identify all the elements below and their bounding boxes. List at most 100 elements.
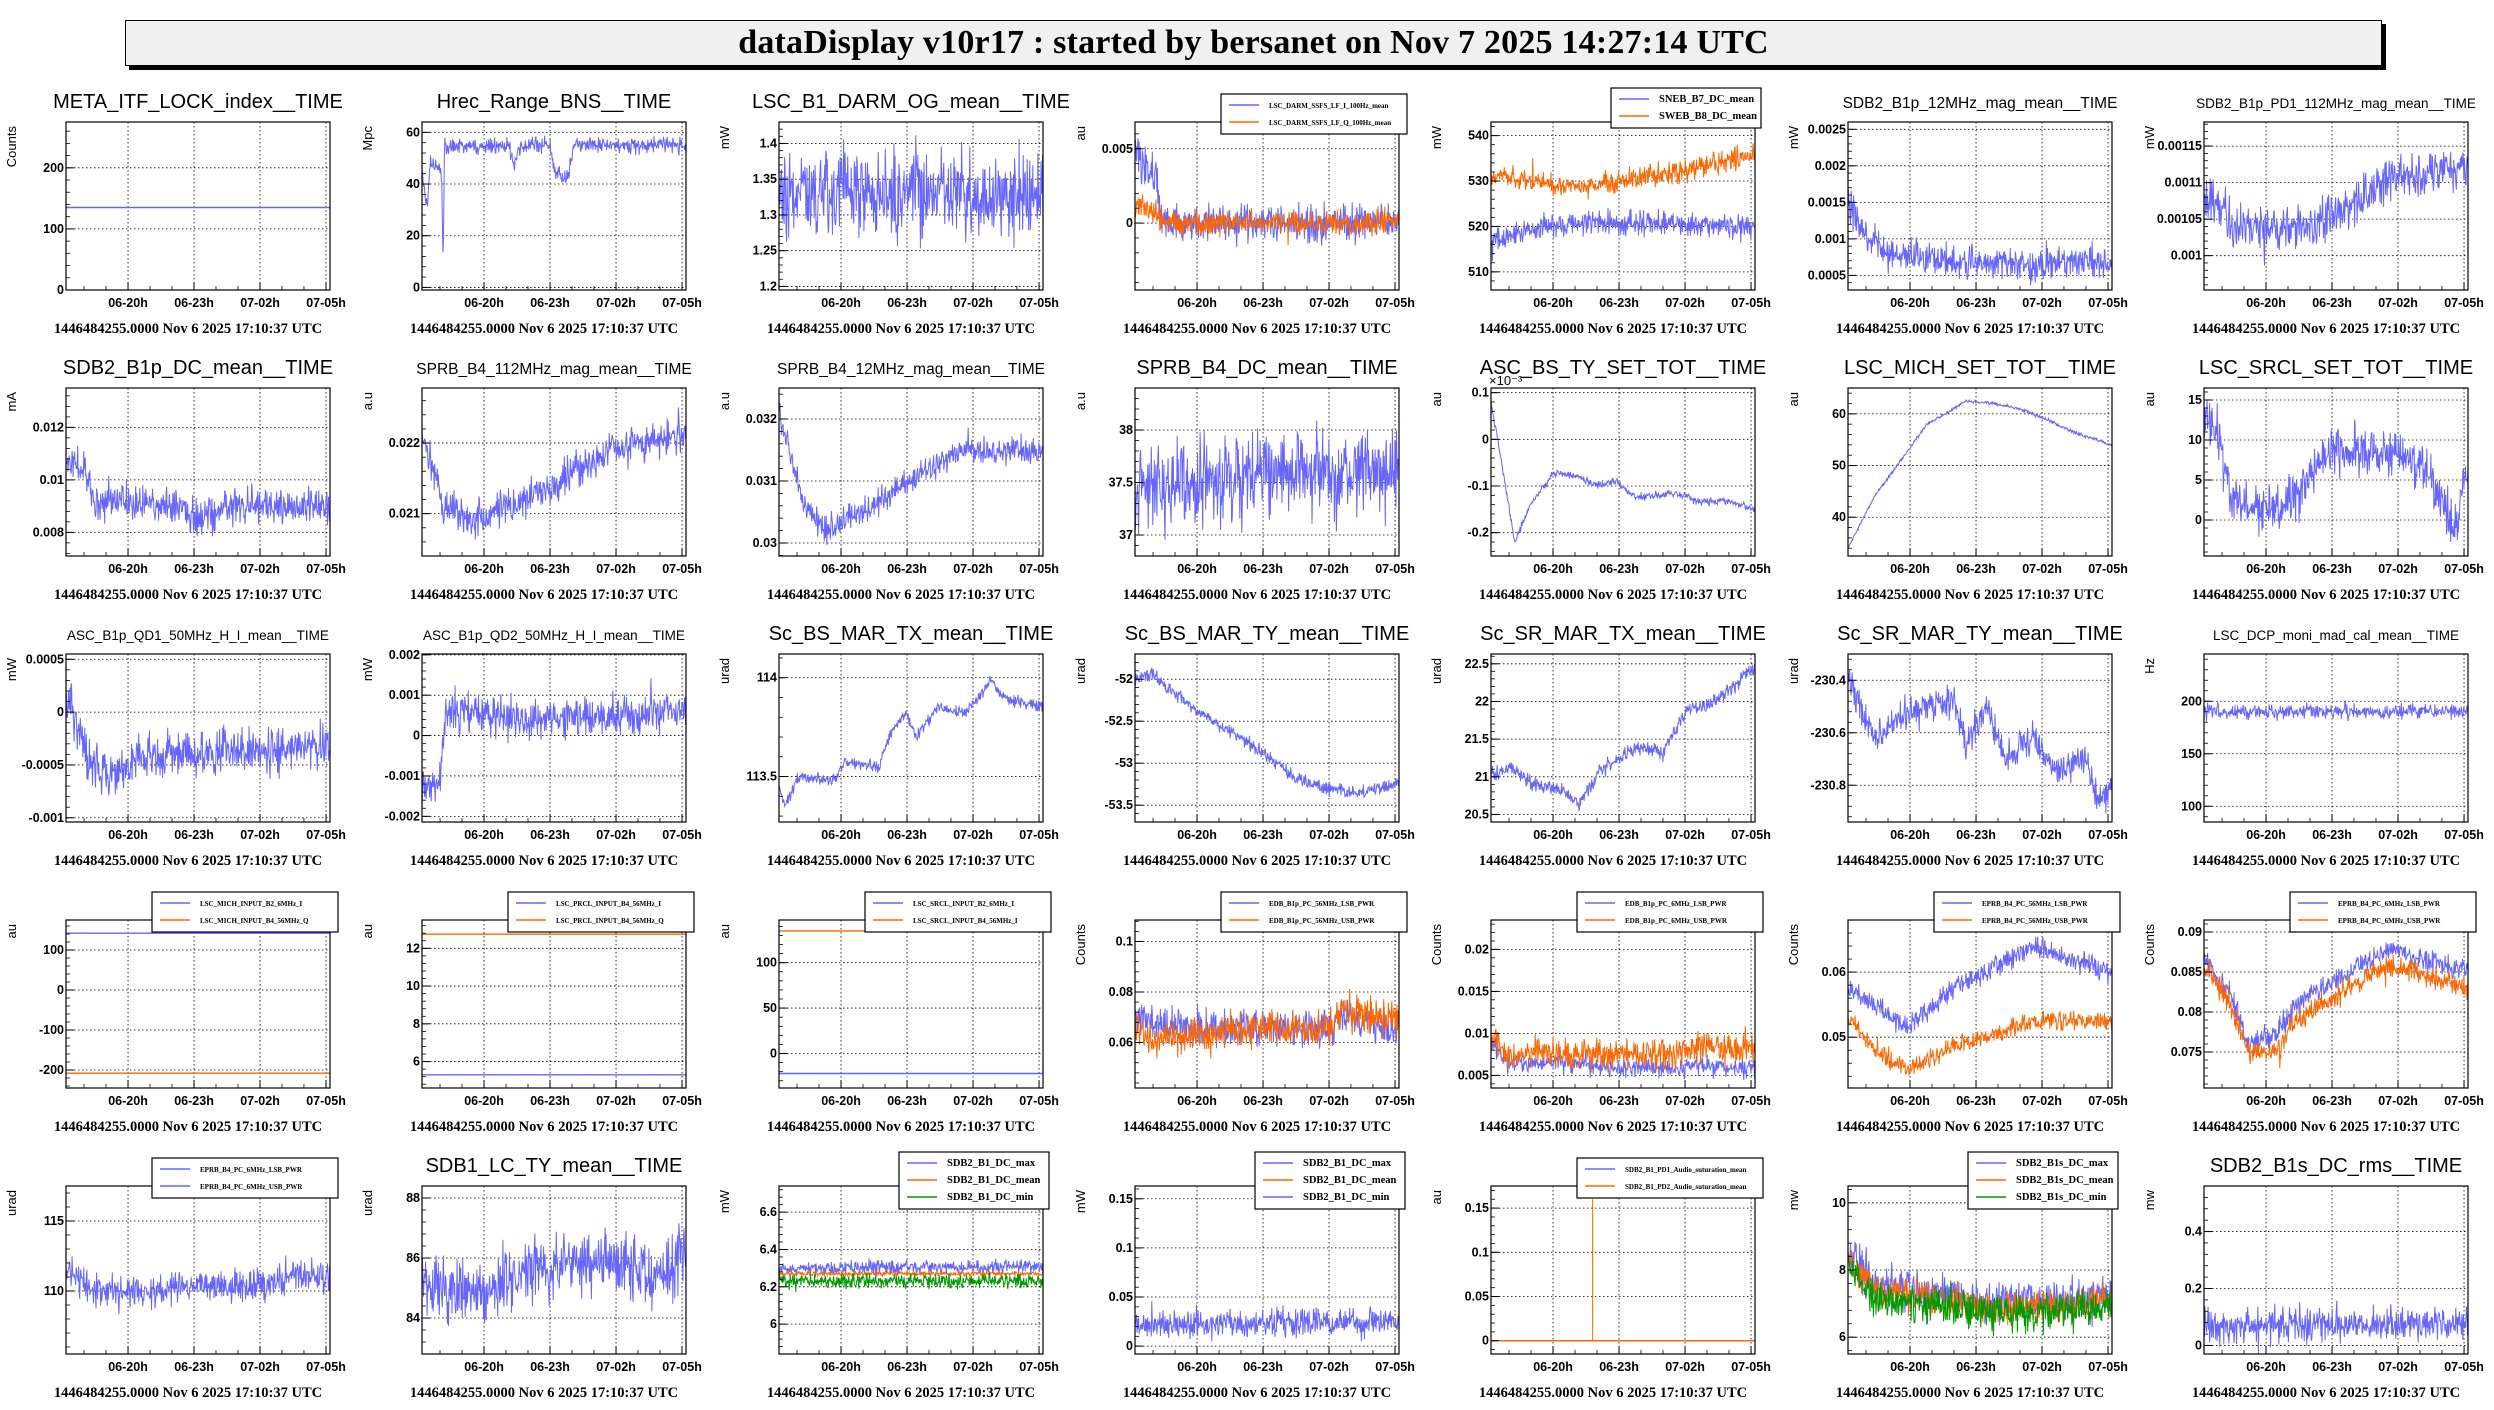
plot-frame <box>2203 1185 2469 1355</box>
x-tick-label: 06-23h <box>1599 1360 1639 1374</box>
x-tick-label: 06-23h <box>1243 1094 1283 1108</box>
plot-panel: SPRB_B4_DC_mean__TIME 37 37.5 38 06-20h 06-23… <box>1069 346 1425 612</box>
y-tick-label: 0.03 <box>752 536 776 550</box>
x-tick-label: 07-02h <box>953 1360 993 1374</box>
series-line <box>1847 1254 2112 1337</box>
x-tick-label: 06-23h <box>174 1094 214 1108</box>
y-tick-label: 0.00105 <box>2157 212 2202 226</box>
x-tick-label: 06-23h <box>174 296 214 310</box>
chart-svg: SDB1_LC_TY_mean__TIME 84 86 88 06-20h 06-23h 0… <box>360 1155 702 1401</box>
x-tick-label: 06-20h <box>108 1360 148 1374</box>
y-tick-label: 21 <box>1475 770 1489 784</box>
legend-label: EPRB_B4_PC_6MHz_LSB_PWR <box>2338 900 2441 908</box>
legend-label: SNEB_B7_DC_mean <box>1659 94 1754 105</box>
x-tick-label: 06-23h <box>1956 1094 1996 1108</box>
plot-frame <box>1134 1185 1400 1355</box>
chart-svg: 0 0.005 06-20h 06-23h 07-02h 07-05h au 14464842… <box>1073 93 1415 337</box>
plot-frame <box>1490 387 1756 557</box>
y-tick-label: 100 <box>43 222 64 236</box>
chart-svg: Sc_SR_MAR_TX_mean__TIME 20.5 21 21.5 22 22.5 0… <box>1429 623 1771 869</box>
chart-svg: LSC_DCP_moni_mad_cal_mean__TIME 100 150 200… <box>2142 628 2484 869</box>
x-tick-label: 06-23h <box>2312 562 2352 576</box>
x-tick-label: 06-20h <box>1177 296 1217 310</box>
y-axis-label: mA <box>4 392 19 412</box>
x-tick-label: 07-02h <box>953 296 993 310</box>
plot-panel: LSC_DCP_moni_mad_cal_mean__TIME 100 150 200… <box>2138 612 2494 878</box>
x-tick-label: 07-02h <box>1309 1360 1349 1374</box>
plot-frame <box>421 121 687 291</box>
legend-box <box>1220 891 1408 933</box>
legend-label: LSC_MICH_INPUT_B2_6MHz_I <box>200 900 303 908</box>
x-tick-label: 07-02h <box>597 296 637 310</box>
y-tick-label: 15 <box>2188 393 2202 407</box>
plot-footer: 1446484255.0000 Nov 6 2025 17:10:37 UTC <box>2192 1385 2460 1401</box>
x-tick-label: 07-02h <box>240 828 280 842</box>
legend-label: SDB2_B1s_DC_max <box>2016 1158 2109 1169</box>
y-tick-label: 0.15 <box>1109 1192 1133 1206</box>
chart-svg: 110 115 06-20h 06-23h 07-02h 07-05h urad 144648… <box>4 1157 346 1401</box>
plot-panel: 0.05 0.06 06-20h 06-23h 07-02h 07-05h Counts 14… <box>1782 878 2138 1144</box>
y-axis-label: mW <box>717 1189 732 1213</box>
plot-footer: 1446484255.0000 Nov 6 2025 17:10:37 UTC <box>1123 853 1391 869</box>
y-axis-label: mw <box>2142 1189 2157 1210</box>
y-tick-label: 37.5 <box>1109 476 1133 490</box>
plot-panel: 0.06 0.08 0.1 06-20h 06-23h 07-02h 07-05h Count… <box>1069 878 1425 1144</box>
y-tick-label: 0 <box>1126 216 1133 230</box>
series-line <box>1847 936 2112 1034</box>
plot-footer: 1446484255.0000 Nov 6 2025 17:10:37 UTC <box>766 853 1034 869</box>
x-tick-label: 06-20h <box>465 562 505 576</box>
y-tick-label: 0.0005 <box>26 652 64 666</box>
x-tick-label: 07-05h <box>2444 296 2484 310</box>
y-tick-label: 0 <box>1126 1339 1133 1353</box>
plot-footer: 1446484255.0000 Nov 6 2025 17:10:37 UTC <box>1835 321 2103 337</box>
y-tick-label: 0.05 <box>1821 1030 1845 1044</box>
y-tick-label: 37 <box>1119 528 1133 542</box>
series-line <box>2203 700 2469 722</box>
x-tick-label: 06-20h <box>1177 1094 1217 1108</box>
plot-panel: 0 0.05 0.1 0.15 06-20h 06-23h 07-02h 07-05h au 14… <box>1425 1144 1781 1410</box>
plot-panel: 0.075 0.08 0.085 0.09 06-20h 06-23h 07-02h 07-0… <box>2138 878 2494 1144</box>
plot-frame <box>777 387 1044 557</box>
y-tick-label: 530 <box>1468 174 1489 188</box>
x-tick-label: 07-02h <box>2378 828 2418 842</box>
y-tick-label: 0.2 <box>2184 1282 2201 1296</box>
series-line <box>421 407 687 540</box>
x-tick-label: 07-02h <box>1665 296 1705 310</box>
x-tick-label: 07-02h <box>240 296 280 310</box>
y-tick-label: 0.08 <box>1109 985 1133 999</box>
plot-panel: SPRB_B4_12MHz_mag_mean__TIME 0.03 0.031 0.0… <box>713 346 1069 612</box>
chart-title: SDB2_B1p_12MHz_mag_mean__TIME <box>1842 95 2117 112</box>
x-tick-label: 07-05h <box>1019 296 1059 310</box>
y-tick-label: 0 <box>2195 1338 2202 1352</box>
y-tick-label: -53 <box>1115 756 1133 770</box>
x-tick-label: 06-20h <box>821 296 861 310</box>
y-tick-label: -0.001 <box>385 769 420 783</box>
chart-svg: 6 8 10 12 06-20h 06-23h 07-02h 07-05h au 14464842… <box>360 891 702 1135</box>
y-tick-label: 20 <box>406 229 420 243</box>
x-tick-label: 07-02h <box>1309 562 1349 576</box>
y-tick-label: -0.002 <box>385 809 420 823</box>
y-tick-label: -0.001 <box>29 811 64 825</box>
y-tick-label: 0 <box>2195 513 2202 527</box>
chart-svg: 0.075 0.08 0.085 0.09 06-20h 06-23h 07-02h 07-0… <box>2142 891 2484 1135</box>
series-line <box>1134 194 1400 246</box>
y-tick-label: 110 <box>44 1284 64 1298</box>
y-tick-label: 200 <box>2181 694 2202 708</box>
y-axis-label: mW <box>717 125 732 149</box>
series-line <box>421 678 687 811</box>
plot-frame <box>1490 121 1756 291</box>
x-tick-label: 06-23h <box>1599 1094 1639 1108</box>
plot-frame <box>65 653 331 823</box>
y-axis-label: Counts <box>2142 924 2157 966</box>
y-tick-label: 50 <box>1832 459 1846 473</box>
plot-panel: Sc_SR_MAR_TX_mean__TIME 20.5 21 21.5 22 22.5 0… <box>1425 612 1781 878</box>
legend-label: LSC_PRCL_INPUT_B4_56MHz_I <box>556 900 661 908</box>
series-line <box>1847 669 2112 814</box>
plot-panel: SDB1_LC_TY_mean__TIME 84 86 88 06-20h 06-23h 0… <box>356 1144 712 1410</box>
legend-label: SDB2_B1_PD2_Audio_suturation_mean <box>1625 1183 1746 1191</box>
x-tick-label: 06-23h <box>2312 1360 2352 1374</box>
y-tick-label: -52.5 <box>1104 714 1133 728</box>
plot-panel: LSC_SRCL_SET_TOT__TIME 0 5 10 15 06-20h 06-23h… <box>2138 346 2494 612</box>
chart-title: SDB2_B1p_DC_mean__TIME <box>63 357 333 379</box>
x-tick-label: 07-02h <box>597 828 637 842</box>
